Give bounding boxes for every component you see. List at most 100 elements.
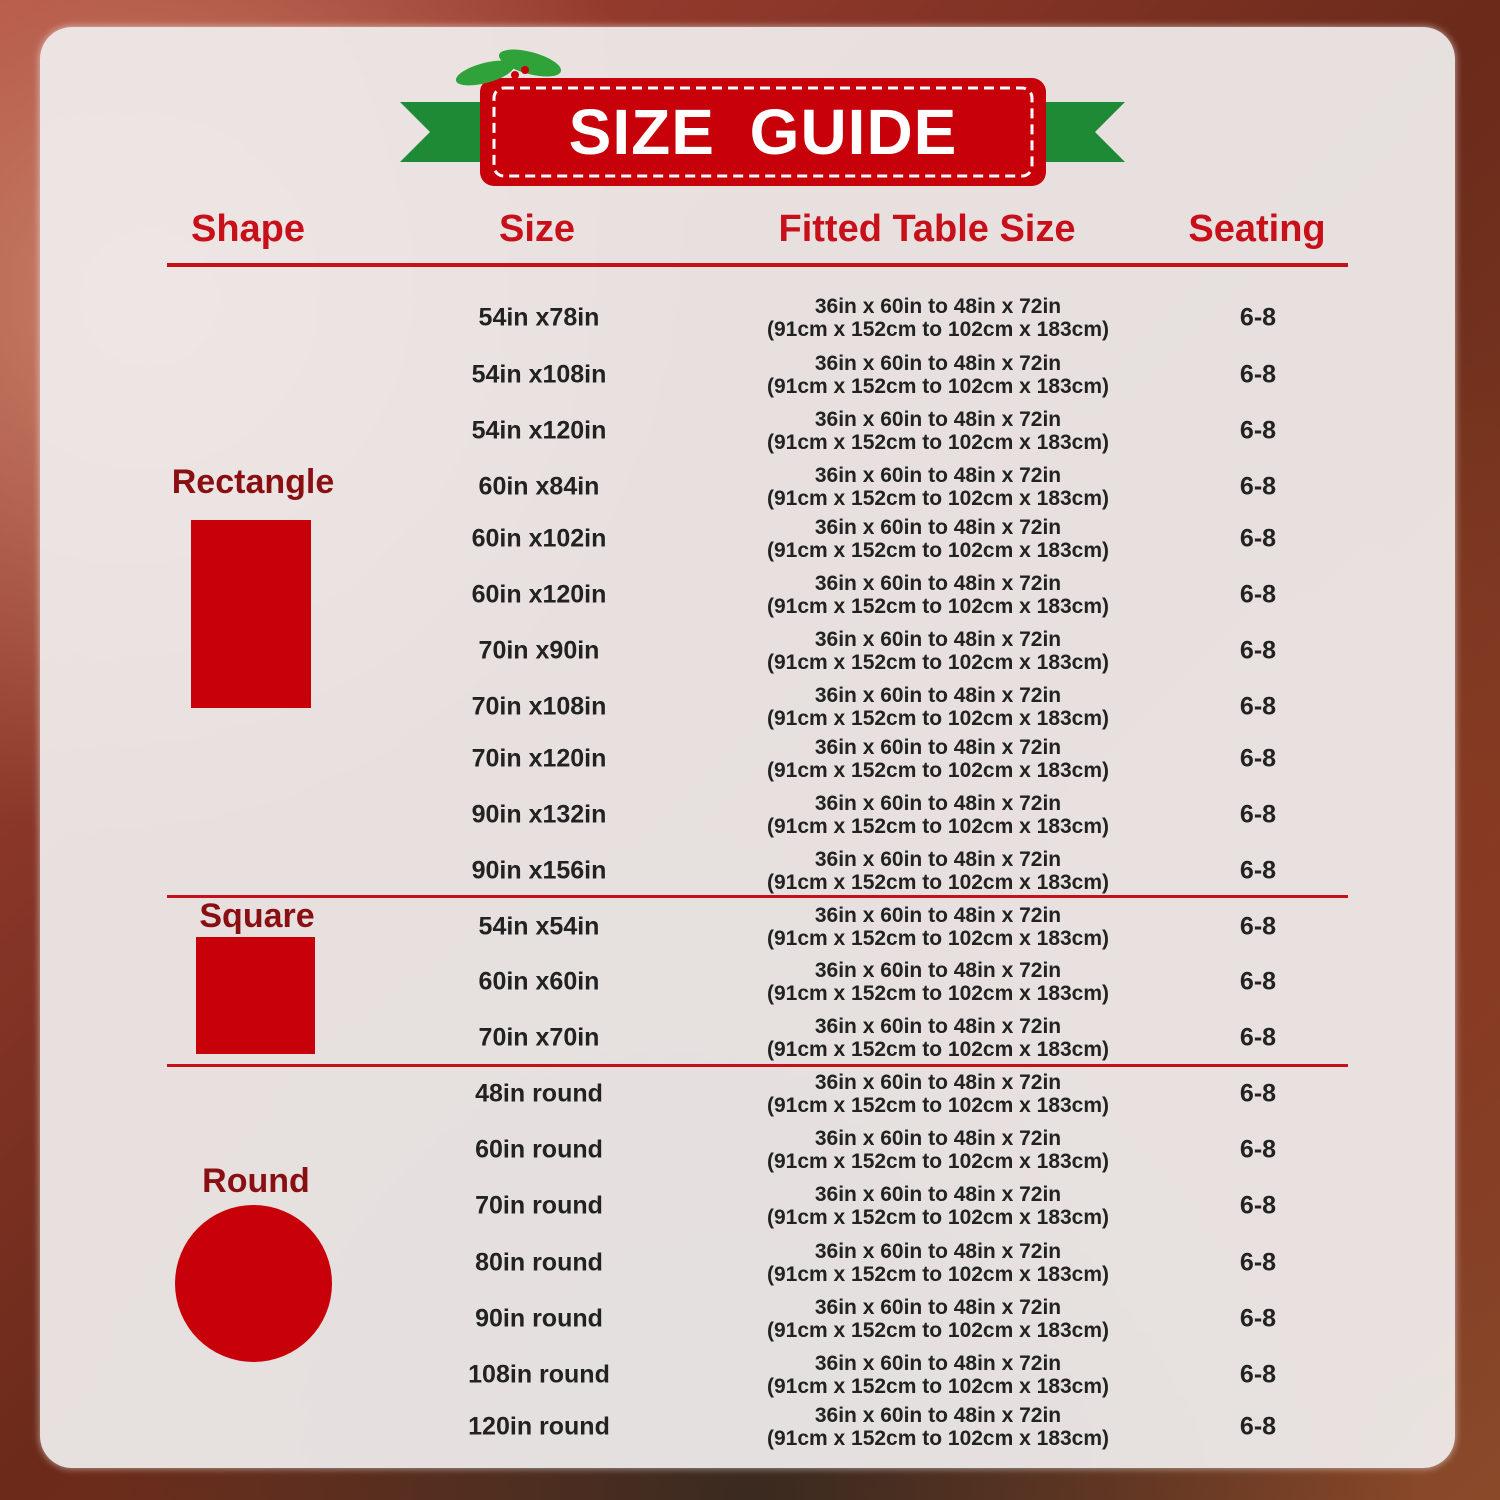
fitted-table-size-cell: 36in x 60in to 48in x 72in (91cm x 152cm … bbox=[767, 684, 1109, 730]
size-cell: 70in x90in bbox=[478, 636, 600, 665]
size-cell: 90in x156in bbox=[471, 856, 607, 885]
table-row: 60in x120in 36in x 60in to 48in x 72in (9… bbox=[0, 567, 1500, 623]
title-banner bbox=[400, 49, 1125, 186]
seating-cell: 6-8 bbox=[1239, 800, 1277, 829]
header-fitted-table-size: Fitted Table Size bbox=[778, 208, 1076, 250]
square-shape-icon bbox=[196, 937, 315, 1054]
rectangle-shape-icon bbox=[191, 520, 311, 708]
table-row: 54in x108in 36in x 60in to 48in x 72in (9… bbox=[0, 347, 1500, 403]
size-cell: 120in round bbox=[468, 1412, 610, 1441]
fitted-inches: 36in x 60in to 48in x 72in bbox=[814, 736, 1062, 759]
size-cell: 54in x108in bbox=[471, 360, 607, 389]
fitted-table-size-cell: 36in x 60in to 48in x 72in (91cm x 152cm … bbox=[767, 904, 1109, 950]
fitted-table-size-cell: 36in x 60in to 48in x 72in (91cm x 152cm … bbox=[767, 1127, 1109, 1173]
fitted-table-size-cell: 36in x 60in to 48in x 72in (91cm x 152cm … bbox=[767, 628, 1109, 674]
fitted-cm: (91cm x 152cm to 102cm x 183cm) bbox=[766, 1427, 1110, 1450]
fitted-inches: 36in x 60in to 48in x 72in bbox=[814, 572, 1062, 595]
table-row: 48in round 36in x 60in to 48in x 72in (91… bbox=[0, 1066, 1500, 1122]
size-cell: 60in x84in bbox=[478, 472, 600, 501]
table-row: 60in round 36in x 60in to 48in x 72in (91… bbox=[0, 1122, 1500, 1178]
seating-cell: 6-8 bbox=[1239, 416, 1277, 445]
section-divider bbox=[167, 895, 1348, 898]
fitted-inches: 36in x 60in to 48in x 72in bbox=[814, 1127, 1062, 1150]
fitted-inches: 36in x 60in to 48in x 72in bbox=[814, 516, 1062, 539]
size-cell: 70in x70in bbox=[478, 1023, 600, 1052]
size-cell: 80in round bbox=[475, 1248, 603, 1277]
seating-cell: 6-8 bbox=[1239, 472, 1277, 501]
fitted-table-size-cell: 36in x 60in to 48in x 72in (91cm x 152cm … bbox=[767, 1296, 1109, 1342]
fitted-cm: (91cm x 152cm to 102cm x 183cm) bbox=[766, 1094, 1110, 1117]
table-row: 70in x108in 36in x 60in to 48in x 72in (9… bbox=[0, 679, 1500, 735]
fitted-inches: 36in x 60in to 48in x 72in bbox=[814, 628, 1062, 651]
fitted-cm: (91cm x 152cm to 102cm x 183cm) bbox=[766, 375, 1110, 398]
fitted-cm: (91cm x 152cm to 102cm x 183cm) bbox=[766, 1206, 1110, 1229]
seating-cell: 6-8 bbox=[1239, 524, 1277, 553]
fitted-table-size-cell: 36in x 60in to 48in x 72in (91cm x 152cm … bbox=[767, 408, 1109, 454]
seating-cell: 6-8 bbox=[1239, 1191, 1277, 1220]
fitted-table-size-cell: 36in x 60in to 48in x 72in (91cm x 152cm … bbox=[767, 464, 1109, 510]
fitted-inches: 36in x 60in to 48in x 72in bbox=[814, 959, 1062, 982]
size-cell: 54in x120in bbox=[471, 416, 607, 445]
table-row: 54in x78in 36in x 60in to 48in x 72in (91… bbox=[0, 290, 1500, 346]
header-size: Size bbox=[498, 208, 576, 250]
header-shape: Shape bbox=[190, 208, 306, 250]
size-cell: 60in x102in bbox=[471, 524, 607, 553]
table-row: 90in x132in 36in x 60in to 48in x 72in (9… bbox=[0, 787, 1500, 843]
table-row: 80in round 36in x 60in to 48in x 72in (91… bbox=[0, 1235, 1500, 1291]
fitted-table-size-cell: 36in x 60in to 48in x 72in (91cm x 152cm … bbox=[767, 352, 1109, 398]
seating-cell: 6-8 bbox=[1239, 360, 1277, 389]
size-cell: 108in round bbox=[468, 1360, 610, 1389]
seating-cell: 6-8 bbox=[1239, 303, 1277, 332]
header-seating: Seating bbox=[1188, 208, 1326, 250]
page-title: SIZE GUIDE bbox=[568, 96, 958, 168]
table-row: 70in x90in 36in x 60in to 48in x 72in (91… bbox=[0, 623, 1500, 679]
table-row: 54in x54in 36in x 60in to 48in x 72in (91… bbox=[0, 899, 1500, 955]
fitted-table-size-cell: 36in x 60in to 48in x 72in (91cm x 152cm … bbox=[767, 1071, 1109, 1117]
shape-label-rectangle: Rectangle bbox=[171, 463, 335, 501]
fitted-table-size-cell: 36in x 60in to 48in x 72in (91cm x 152cm … bbox=[767, 848, 1109, 894]
size-cell: 90in x132in bbox=[471, 800, 607, 829]
table-row: 108in round 36in x 60in to 48in x 72in (9… bbox=[0, 1347, 1500, 1403]
fitted-table-size-cell: 36in x 60in to 48in x 72in (91cm x 152cm … bbox=[767, 1352, 1109, 1398]
size-cell: 70in x108in bbox=[471, 692, 607, 721]
fitted-table-size-cell: 36in x 60in to 48in x 72in (91cm x 152cm … bbox=[767, 572, 1109, 618]
size-cell: 70in x120in bbox=[471, 744, 607, 773]
shape-label-round: Round bbox=[202, 1162, 310, 1200]
fitted-inches: 36in x 60in to 48in x 72in bbox=[814, 1240, 1062, 1263]
seating-cell: 6-8 bbox=[1239, 1304, 1277, 1333]
fitted-cm: (91cm x 152cm to 102cm x 183cm) bbox=[766, 651, 1110, 674]
fitted-inches: 36in x 60in to 48in x 72in bbox=[814, 1071, 1062, 1094]
size-cell: 54in x78in bbox=[478, 303, 600, 332]
size-cell: 60in x60in bbox=[478, 967, 600, 996]
table-row: 70in x120in 36in x 60in to 48in x 72in (9… bbox=[0, 731, 1500, 787]
seating-cell: 6-8 bbox=[1239, 636, 1277, 665]
table-row: 120in round 36in x 60in to 48in x 72in (9… bbox=[0, 1399, 1500, 1455]
fitted-cm: (91cm x 152cm to 102cm x 183cm) bbox=[766, 815, 1110, 838]
fitted-cm: (91cm x 152cm to 102cm x 183cm) bbox=[766, 1038, 1110, 1061]
fitted-inches: 36in x 60in to 48in x 72in bbox=[814, 792, 1062, 815]
fitted-inches: 36in x 60in to 48in x 72in bbox=[814, 295, 1062, 318]
fitted-inches: 36in x 60in to 48in x 72in bbox=[814, 684, 1062, 707]
fitted-table-size-cell: 36in x 60in to 48in x 72in (91cm x 152cm … bbox=[767, 295, 1109, 341]
fitted-inches: 36in x 60in to 48in x 72in bbox=[814, 904, 1062, 927]
fitted-table-size-cell: 36in x 60in to 48in x 72in (91cm x 152cm … bbox=[767, 516, 1109, 562]
fitted-inches: 36in x 60in to 48in x 72in bbox=[814, 352, 1062, 375]
size-cell: 48in round bbox=[475, 1079, 603, 1108]
table-row: 90in round 36in x 60in to 48in x 72in (91… bbox=[0, 1291, 1500, 1347]
fitted-inches: 36in x 60in to 48in x 72in bbox=[814, 848, 1062, 871]
fitted-inches: 36in x 60in to 48in x 72in bbox=[814, 408, 1062, 431]
fitted-cm: (91cm x 152cm to 102cm x 183cm) bbox=[766, 759, 1110, 782]
fitted-table-size-cell: 36in x 60in to 48in x 72in (91cm x 152cm … bbox=[767, 1404, 1109, 1450]
seating-cell: 6-8 bbox=[1239, 1023, 1277, 1052]
seating-cell: 6-8 bbox=[1239, 744, 1277, 773]
seating-cell: 6-8 bbox=[1239, 692, 1277, 721]
fitted-table-size-cell: 36in x 60in to 48in x 72in (91cm x 152cm … bbox=[767, 1240, 1109, 1286]
ribbon-left bbox=[400, 102, 500, 162]
header-divider bbox=[167, 263, 1348, 267]
table-row: 70in round 36in x 60in to 48in x 72in (91… bbox=[0, 1178, 1500, 1234]
fitted-cm: (91cm x 152cm to 102cm x 183cm) bbox=[766, 539, 1110, 562]
seating-cell: 6-8 bbox=[1239, 856, 1277, 885]
fitted-cm: (91cm x 152cm to 102cm x 183cm) bbox=[766, 431, 1110, 454]
size-cell: 54in x54in bbox=[478, 912, 600, 941]
shape-label-square: Square bbox=[199, 897, 315, 935]
